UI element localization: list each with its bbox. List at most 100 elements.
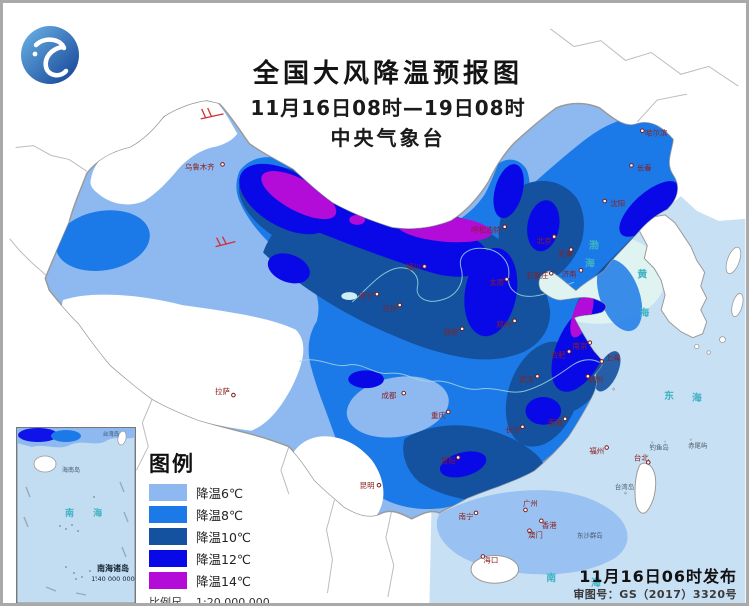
city-label: 呼和浩特 [471, 225, 501, 235]
region-12c-chengdu-n [348, 370, 384, 389]
city-label: 澳门 [528, 530, 543, 540]
city-label: 贵阳 [441, 455, 456, 465]
island-label: 钓鱼岛 [650, 443, 669, 452]
region-8c-west-xinjiang [55, 210, 150, 272]
legend-label: 降温12℃ [196, 552, 251, 567]
inset-islands-label: 南海诸岛 [97, 563, 129, 573]
city-label: 台北 [634, 452, 649, 462]
region-12c-gansu [267, 253, 310, 284]
map-title: 全国大风降温预报图 [252, 59, 524, 89]
qinghai-lake [341, 292, 358, 301]
region-6c-sichuan [346, 376, 449, 438]
city-label: 南宁 [459, 511, 474, 521]
sea-label-char: 海 [591, 576, 601, 589]
city-label: 福州 [589, 446, 604, 455]
city-label: 合肥 [551, 349, 566, 359]
logo-swirl-icon [33, 37, 69, 78]
city-label: 西安 [444, 327, 459, 337]
city-label: 沈阳 [610, 198, 625, 208]
region-12c-north-band [284, 195, 490, 277]
hainan-island [470, 554, 520, 584]
inset-12c [18, 428, 58, 442]
cma-logo [21, 26, 79, 84]
region-12c-border-e [493, 164, 524, 219]
inset-island-dots [59, 496, 97, 580]
city-label: 杭州 [588, 374, 603, 384]
sea-label-char: 黄 [637, 267, 647, 280]
scale-label: 比例尺 [149, 596, 182, 606]
region-none-tibet [61, 294, 304, 431]
legend-swatch-10c [149, 528, 187, 545]
legend: 图例 降温6℃ 降温8℃ 降温10℃ 降温12℃ 降温14℃ 比例尺 1:20 0… [149, 448, 279, 606]
scale-value: 1:20 000 000 [196, 596, 270, 606]
legend-swatch-14c [149, 572, 187, 589]
legend-swatch-6c [149, 484, 187, 501]
legend-row: 降温6℃ [149, 484, 279, 501]
city-label: 成都 [381, 390, 396, 400]
legend-label: 降温10℃ [196, 530, 251, 545]
city-label: 石家庄 [526, 270, 549, 280]
city-label: 武汉 [519, 374, 534, 384]
city-label: 广州 [523, 498, 538, 508]
inset-taiwan [117, 430, 127, 446]
legend-label: 降温6℃ [196, 486, 243, 501]
city-label: 海口 [483, 554, 498, 564]
small-islands [612, 387, 693, 495]
china-weather-map: 乌鲁木齐 哈尔滨 长春 沈阳 北京 天津 石家庄 济南 呼和浩特 太原 银川 西… [9, 28, 746, 603]
legend-label: 降温14℃ [196, 574, 251, 589]
legend-row: 降温14℃ [149, 572, 279, 589]
approval-number: 审图号：GS（2017）3320号 [573, 588, 737, 601]
offshore-10c [594, 351, 621, 392]
city-label: 南昌 [548, 417, 563, 427]
sea-label-char: 海 [692, 391, 702, 404]
rivers [298, 247, 600, 393]
city-label: 太原 [489, 277, 504, 287]
inset-taiwan-label: 台湾岛 [103, 430, 120, 438]
inset-8c [51, 430, 81, 442]
city-labels: 乌鲁木齐 哈尔滨 长春 沈阳 北京 天津 石家庄 济南 呼和浩特 太原 银川 西… [185, 128, 668, 565]
sea-label-char: 东 [664, 389, 674, 402]
sea-labels: 渤 海 黄 海 东 海 南 海 [546, 239, 702, 590]
island-label: 赤尾屿 [688, 441, 708, 450]
legend-row: 降温10℃ [149, 528, 279, 545]
city-label: 长沙 [505, 425, 520, 435]
region-12c-jiangxi [525, 397, 562, 425]
island-labels: 钓鱼岛 赤尾屿 台湾岛 东沙群岛 [577, 441, 708, 540]
agency-name: 中央气象台 [330, 126, 446, 150]
city-label: 北京 [537, 236, 552, 246]
taiwan-island [634, 462, 657, 514]
logo-dot [32, 51, 38, 57]
wind-barb-icon [200, 107, 236, 248]
city-label: 哈尔滨 [645, 128, 668, 138]
region-14c-shandong [570, 292, 594, 338]
inset-frame [16, 427, 136, 603]
offshore-cooling [436, 259, 643, 575]
city-label: 银川 [406, 262, 421, 271]
inset-hainan [33, 455, 57, 473]
legend-title: 图例 [149, 452, 195, 476]
sea-label-char: 南 [546, 571, 556, 584]
foreign-borders [9, 28, 739, 598]
city-label: 昆明 [360, 481, 375, 490]
legend-swatch-8c [149, 506, 187, 523]
inset-sea-label: 南 海 [65, 507, 110, 519]
city-label: 济南 [562, 268, 577, 278]
sea-label-char: 海 [639, 306, 649, 319]
region-14c-dot [349, 214, 366, 225]
region-12c-hunan [439, 451, 487, 478]
korea-landmass [638, 214, 708, 339]
city-label: 香港 [542, 520, 557, 530]
japan-islands [694, 246, 744, 355]
inset-dash-line [23, 481, 129, 596]
offshore-8c [596, 259, 643, 332]
region-12c-shanxi [464, 248, 518, 337]
city-label: 兰州 [382, 303, 397, 313]
legend-row: 降温8℃ [149, 506, 279, 523]
island-label: 东沙群岛 [577, 531, 603, 540]
publish-time: 11月16日06时发布 [579, 567, 737, 586]
city-markers [220, 128, 651, 559]
city-label: 天津 [558, 249, 573, 258]
region-none-nw-xinjiang [90, 101, 238, 205]
region-12c-neimeng-core [527, 200, 560, 252]
inset-hainan-label: 海南岛 [62, 466, 80, 474]
